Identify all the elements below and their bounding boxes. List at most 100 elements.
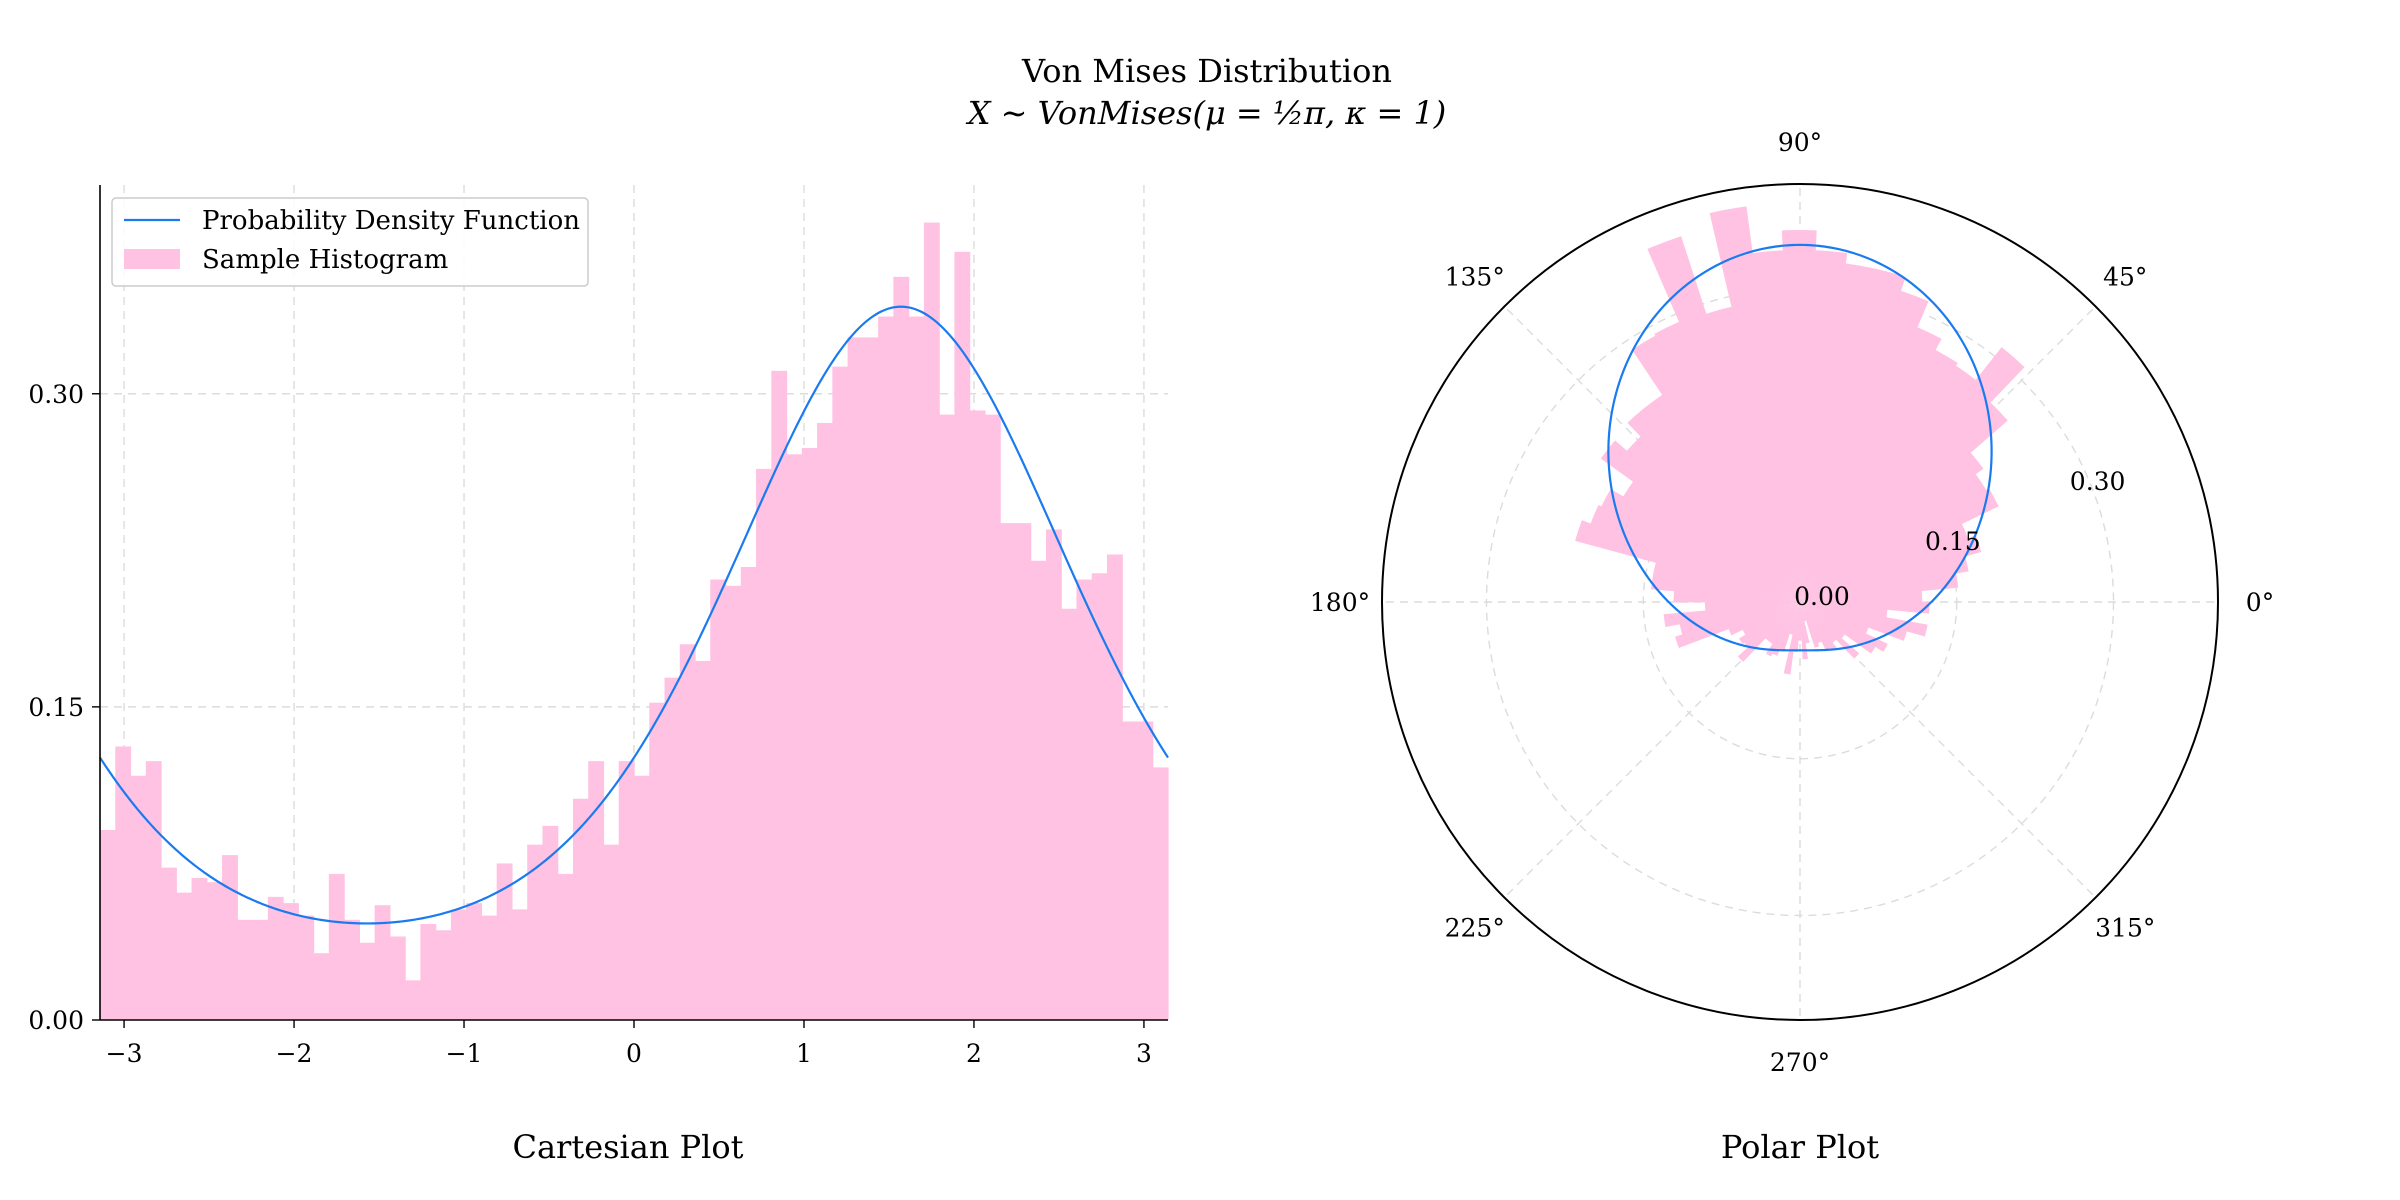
histogram-bar xyxy=(191,878,208,1020)
polar-histogram-bar xyxy=(1800,602,1888,652)
polar-histogram-bar xyxy=(1739,602,1800,644)
x-tick-label: −3 xyxy=(106,1039,143,1068)
polar-angle-label: 315° xyxy=(2095,913,2155,942)
polar-angle-label: 270° xyxy=(1770,1048,1830,1077)
polar-histogram-bar xyxy=(1705,306,1800,602)
histogram-bar xyxy=(878,316,894,1020)
polar-histogram xyxy=(1575,206,2025,675)
cartesian-histogram xyxy=(100,222,1169,1021)
polar-histogram-bar xyxy=(1800,602,1888,618)
polar-histogram-bar xyxy=(1783,602,1800,675)
histogram-bar xyxy=(817,422,833,1021)
histogram-bar xyxy=(740,567,757,1020)
polar-histogram-bar xyxy=(1800,602,1876,654)
histogram-bar xyxy=(283,903,299,1020)
polar-histogram-bar xyxy=(1590,504,1800,602)
histogram-bar xyxy=(313,953,330,1020)
histogram-bar xyxy=(466,903,483,1020)
histogram-bar xyxy=(298,915,315,1020)
polar-histogram-bar xyxy=(1622,481,1800,602)
polar-frame xyxy=(1381,183,2219,1021)
polar-angle-label: 225° xyxy=(1445,913,1505,942)
polar-histogram-bar xyxy=(1800,268,1906,602)
histogram-bar xyxy=(939,414,955,1020)
polar-pdf-line xyxy=(1607,243,1993,652)
histogram-bar xyxy=(557,873,574,1020)
y-tick-label: 0.30 xyxy=(28,380,84,409)
histogram-bar xyxy=(511,909,528,1020)
polar-xlabel: Polar Plot xyxy=(1721,1128,1879,1166)
histogram-bar xyxy=(1152,767,1169,1020)
legend: Probability Density Function Sample Hist… xyxy=(111,197,589,287)
histogram-bar xyxy=(115,746,132,1020)
histogram-bar xyxy=(969,410,986,1020)
histogram-bar xyxy=(405,980,421,1020)
polar-histogram-bar xyxy=(1789,602,1800,635)
histogram-bar xyxy=(832,366,849,1020)
histogram-bar xyxy=(603,844,620,1020)
polar-angle-label: 0° xyxy=(2246,588,2274,617)
polar-histogram-bar xyxy=(1800,555,1969,602)
histogram-bar xyxy=(695,660,711,1020)
polar-histogram-bar xyxy=(1800,326,1942,602)
histogram-bar xyxy=(374,905,391,1020)
polar-histogram-bar xyxy=(1626,435,1800,602)
histogram-bar xyxy=(649,702,666,1020)
histogram-bar xyxy=(634,775,650,1020)
histogram-bar xyxy=(572,798,589,1020)
polar-histogram-bar xyxy=(1800,473,1987,602)
cartesian-plot: −3 −2 −1 0 1 2 3 0.00 0.15 0.30 Cartesian Plot Pr… xyxy=(28,185,1169,1166)
legend-hist-swatch xyxy=(124,249,180,269)
polar-histogram-bar xyxy=(1575,520,1800,602)
histogram-bar xyxy=(786,454,803,1021)
histogram-bar xyxy=(862,337,879,1020)
histogram-bar xyxy=(618,761,635,1020)
legend-box xyxy=(111,197,589,287)
figure-subtitle: X ∼ VonMises(μ = ½π, κ = 1) xyxy=(965,94,1447,132)
histogram-bar xyxy=(1030,560,1047,1020)
polar-histogram-bar xyxy=(1627,407,1800,602)
y-tick-label: 0.15 xyxy=(28,693,84,722)
histogram-bar xyxy=(1015,523,1032,1020)
polar-histogram-bar xyxy=(1800,290,1929,602)
polar-histogram-bar xyxy=(1800,602,1822,644)
histogram-bar xyxy=(389,936,406,1020)
polar-histogram-bar xyxy=(1800,601,1930,614)
polar-histogram-bar xyxy=(1781,229,1817,602)
polar-histogram-bar xyxy=(1779,602,1800,652)
histogram-bar xyxy=(267,896,284,1020)
polar-histogram-bar xyxy=(1673,590,1800,603)
polar-histogram-bar xyxy=(1800,365,1977,602)
histogram-bar xyxy=(100,830,116,1020)
polar-histogram-bar xyxy=(1600,488,1800,602)
polar-histogram-bar xyxy=(1675,602,1800,649)
histogram-bar xyxy=(450,909,467,1020)
x-tick-label: 2 xyxy=(966,1039,982,1068)
figure-title: Von Mises Distribution xyxy=(1021,52,1392,90)
polar-histogram-bar xyxy=(1800,535,1982,602)
histogram-bar xyxy=(954,251,971,1021)
legend-hist-label: Sample Histogram xyxy=(202,245,448,275)
histogram-bar xyxy=(1045,529,1062,1020)
polar-histogram-bar xyxy=(1800,602,1907,641)
histogram-bar xyxy=(1000,523,1017,1020)
histogram-bar xyxy=(435,930,452,1020)
histogram-bar xyxy=(252,919,269,1020)
x-tick-label: 1 xyxy=(796,1039,812,1068)
cartesian-xlabel: Cartesian Plot xyxy=(512,1128,743,1166)
histogram-bar xyxy=(481,915,498,1020)
histogram-bar xyxy=(130,775,147,1020)
x-tick-label: 3 xyxy=(1136,1039,1152,1068)
polar-histogram-bar xyxy=(1800,602,1837,651)
histogram-bar xyxy=(1106,554,1123,1020)
histogram-bar xyxy=(756,468,772,1020)
histogram-bar xyxy=(984,414,1001,1020)
polar-r-label: 0.00 xyxy=(1794,582,1850,611)
histogram-bar xyxy=(145,761,162,1020)
histogram-bar xyxy=(664,677,681,1020)
histogram-bar xyxy=(344,919,360,1020)
histogram-bar xyxy=(176,892,193,1020)
histogram-bar xyxy=(1076,579,1093,1020)
polar-angle-label: 180° xyxy=(1310,588,1370,617)
x-tick-label: 0 xyxy=(626,1039,642,1068)
